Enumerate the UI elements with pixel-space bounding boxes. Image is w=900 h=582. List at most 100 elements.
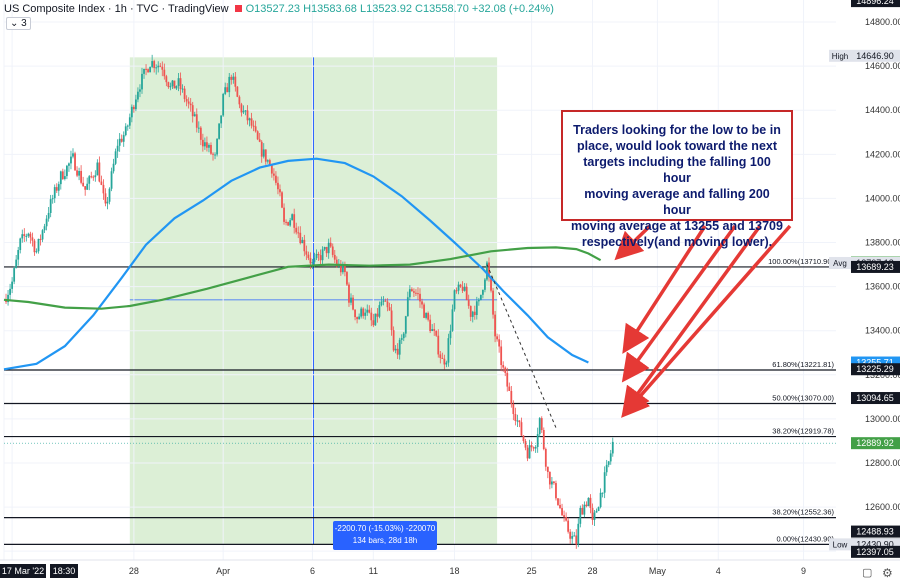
candle-body — [557, 498, 559, 505]
candle-body — [9, 288, 11, 295]
time-tick-label: 9 — [801, 566, 806, 576]
price-tag-bg — [851, 437, 900, 450]
candle-body — [171, 80, 174, 87]
candle-body — [467, 300, 470, 306]
candle-body — [417, 293, 419, 295]
candle-body — [311, 262, 314, 264]
status-dot-icon — [234, 5, 242, 12]
candle-body — [126, 125, 129, 127]
symbol-title: US Composite Index · 1h · TVC · TradingV… — [4, 3, 229, 15]
candle-body — [445, 362, 448, 365]
candle-body — [356, 317, 358, 320]
candle-body — [29, 233, 32, 238]
candle-body — [494, 314, 496, 337]
candle-body — [19, 238, 22, 251]
candle-body — [169, 86, 172, 88]
candle-body — [455, 290, 458, 292]
candle-body — [250, 118, 253, 126]
candle-body — [569, 531, 572, 539]
indicator-collapse-button[interactable]: ⌄ 3 — [6, 17, 31, 30]
ohlc-change: +32.08 (+0.24%) — [471, 3, 554, 15]
candle-body — [191, 105, 194, 117]
candle-body — [110, 171, 113, 189]
candle-body — [218, 123, 221, 139]
candle-body — [577, 523, 580, 545]
candle-body — [394, 348, 397, 351]
candle-body — [165, 76, 168, 83]
price-tag: 12430.90 — [856, 539, 894, 549]
candle-body — [364, 312, 367, 316]
candle-body — [266, 160, 269, 162]
price-tag: 12889.92 — [856, 438, 894, 448]
timezone-icon[interactable]: ▢ — [862, 567, 873, 579]
candle-body — [605, 464, 608, 473]
candle-body — [238, 96, 241, 105]
candle-body — [139, 89, 141, 92]
annotation-arrows — [614, 224, 792, 418]
candle-body — [508, 386, 511, 392]
candle-body — [463, 286, 466, 291]
candle-body — [410, 289, 413, 292]
price-tag: 12397.05 — [856, 547, 894, 557]
price-tick-label: 14400.00 — [865, 105, 900, 115]
candle-body — [216, 138, 218, 155]
candle-body — [11, 281, 14, 289]
candle-body — [346, 272, 348, 285]
candle-body — [500, 346, 503, 366]
annotation-arrow — [621, 224, 737, 383]
candle-body — [415, 292, 417, 294]
candle-body — [427, 312, 430, 320]
candle-body — [536, 434, 539, 447]
chart-header: US Composite Index · 1h · TVC · TradingV… — [4, 3, 554, 15]
price-tag: 14896.24 — [856, 0, 894, 6]
price-tag-caption: Avg — [833, 259, 847, 268]
candle-body — [378, 305, 381, 317]
candle-body — [45, 218, 48, 227]
candle-body — [25, 235, 28, 237]
candle-body — [179, 78, 182, 90]
candle-body — [236, 86, 239, 97]
candle-body — [465, 286, 468, 301]
annotation-arrow — [622, 225, 707, 354]
time-tag-bg — [0, 564, 46, 578]
candle-body — [555, 483, 557, 499]
candle-body — [479, 294, 482, 300]
candle-body — [567, 520, 570, 532]
gear-icon[interactable]: ⚙ — [882, 566, 893, 580]
candle-body — [86, 183, 89, 190]
candle-body — [246, 110, 249, 121]
measure-label: -2200.70 (-15.03%) -220070 134 bars, 28d… — [333, 521, 437, 550]
candle-body — [348, 284, 350, 303]
candle-body — [421, 301, 423, 305]
candle-body — [335, 259, 338, 267]
candle-body — [70, 156, 72, 164]
price-tick-label: 13000.00 — [865, 414, 900, 424]
candle-body — [404, 316, 407, 334]
annotation-arrow — [621, 224, 792, 418]
fib-level-label: 50.00%(13070.00) — [772, 393, 834, 402]
time-tag: 18:30 — [53, 566, 76, 576]
candle-body — [425, 312, 427, 318]
annotation-arrow — [614, 224, 652, 261]
candle-body — [74, 153, 76, 171]
candle-body — [354, 309, 356, 318]
candle-body — [327, 242, 330, 254]
price-tag-caption: High — [832, 52, 848, 61]
candle-body — [443, 358, 446, 365]
candle-body — [526, 447, 529, 459]
candle-body — [358, 316, 361, 320]
candle-body — [492, 290, 494, 315]
candle-body — [528, 445, 531, 459]
ohlc-open: O13527.23 — [245, 3, 301, 15]
price-tag-bg — [851, 260, 900, 273]
ohlc-close: C13558.70 — [415, 3, 469, 15]
candle-body — [451, 309, 454, 331]
candle-body — [303, 239, 306, 252]
candle-body — [544, 448, 547, 467]
candle-body — [400, 338, 403, 340]
candle-body — [512, 403, 515, 415]
candle-body — [175, 86, 178, 89]
candle-body — [593, 512, 596, 520]
price-tick-label: 14200.00 — [865, 149, 900, 159]
